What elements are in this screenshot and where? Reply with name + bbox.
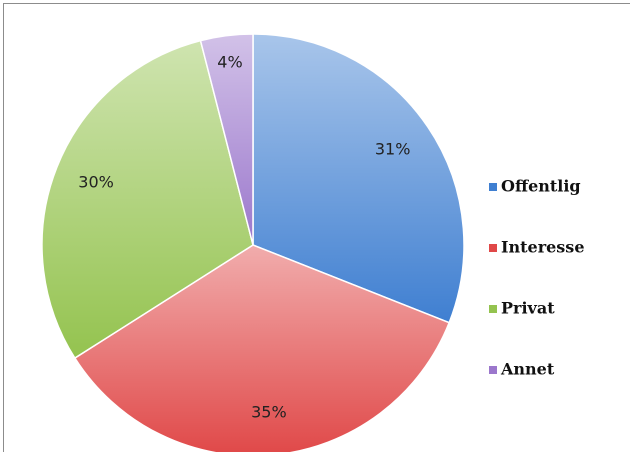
slice-shine: [41, 40, 254, 359]
legend-label: Annet: [500, 360, 555, 379]
legend-swatch: [489, 183, 497, 191]
slice-shine: [200, 34, 253, 245]
legend: Offentlig Interesse Privat Annet: [489, 177, 585, 379]
legend-label: Offentlig: [501, 177, 581, 196]
legend-label: Interesse: [501, 238, 585, 257]
data-label: 4%: [217, 52, 242, 71]
legend-swatch: [489, 244, 497, 252]
data-label: 31%: [375, 140, 411, 159]
pie: 31% 35% 30% 4%: [41, 33, 465, 452]
legend-swatch: [489, 305, 497, 313]
data-label: 35%: [251, 403, 287, 422]
slice-shine: [253, 34, 464, 323]
legend-swatch: [489, 366, 497, 374]
data-label: 30%: [78, 172, 114, 191]
legend-label: Privat: [501, 299, 555, 318]
slice-shine: [74, 245, 450, 452]
